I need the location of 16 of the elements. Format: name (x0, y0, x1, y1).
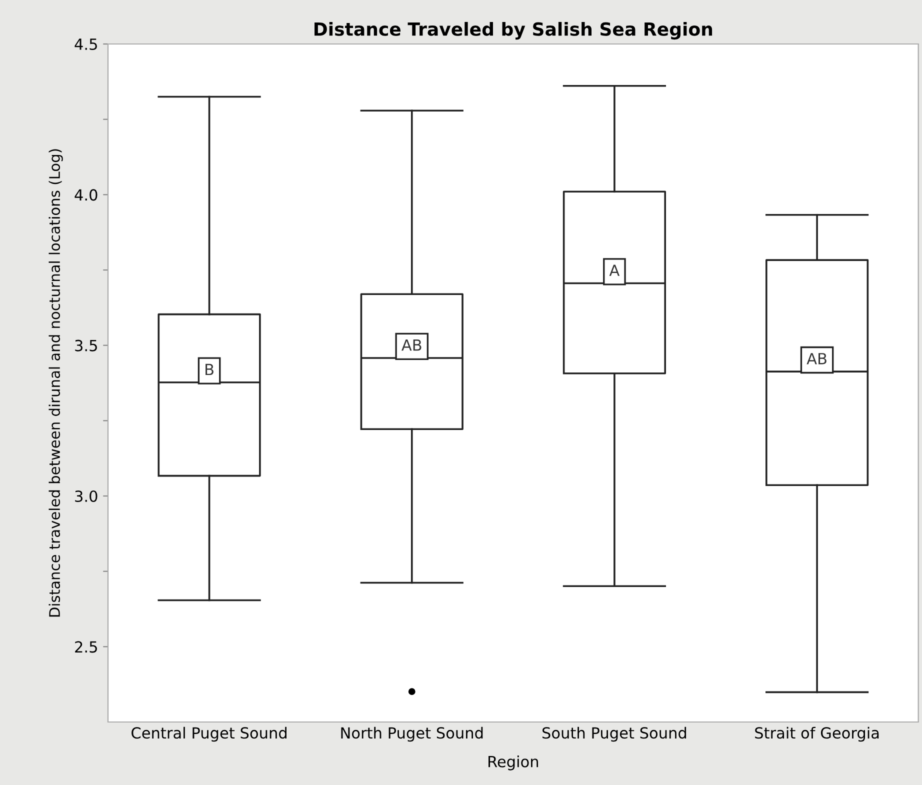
y-tick-label: 4.0 (74, 189, 98, 201)
y-tick-label: 3.5 (75, 340, 97, 352)
y-axis-title: Distance traveled between dirunal and nocturnal locations (Log) (48, 149, 63, 617)
chart-title: Distance Traveled by Salish Sea Region (314, 22, 712, 40)
x-axis-title: Region (488, 756, 538, 770)
x-tick-label: Central Puget Sound (132, 726, 286, 742)
annotation: AB (806, 353, 826, 364)
annotation: AB (402, 340, 422, 351)
annotation: A (609, 264, 620, 276)
x-tick-label: South Puget Sound (542, 726, 686, 742)
y-tick-label: 4.5 (74, 38, 97, 50)
y-tick-label: 2.5 (75, 641, 97, 653)
annotation: B (206, 364, 214, 376)
x-tick-label: Strait of Georgia (755, 726, 879, 742)
x-tick-label: North Puget Sound (341, 726, 483, 742)
y-tick-label: 3.0 (75, 490, 98, 502)
